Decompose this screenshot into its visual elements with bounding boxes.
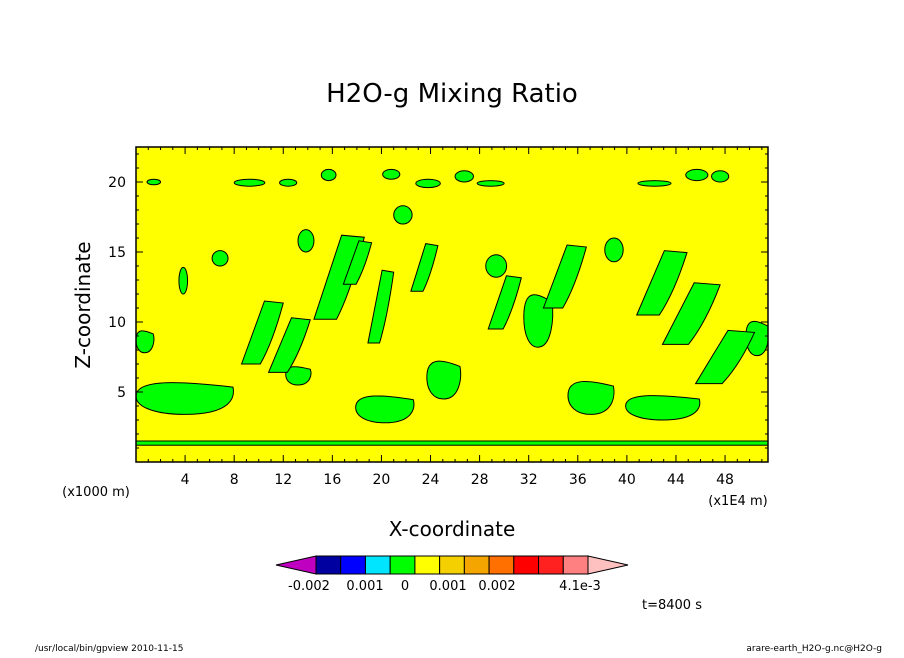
x-tick-label: 24 [422,472,440,488]
feature-blob [685,168,709,182]
x-tick-label: 36 [569,472,587,488]
feature-blob [393,205,413,225]
colorbar-label: -0.002 [288,579,330,594]
x-tick-label: 40 [618,472,636,488]
feature-patch [136,330,155,354]
colorbar-swatch [488,555,515,575]
feature-blob [711,170,730,183]
feature-patch [136,382,234,415]
footer-right: arare-earth_H2O-g.nc@H2O-g [746,644,882,654]
y-tick-label: 15 [108,245,126,261]
feature-blob [320,168,337,182]
x-axis-ticks: 4 8 12 16 20 24 28 32 36 40 44 48 [147,147,763,488]
feature-blob [178,266,189,295]
x-axis-label: X-coordinate [389,517,516,541]
colorbar-max-arrow [587,555,629,575]
feature-blob [485,254,508,278]
colorbar-label: 0.001 [346,579,383,594]
colorbar-min-arrow [275,555,317,575]
feature-blob [476,180,505,187]
feature-streak [635,250,688,316]
feature-streak [542,244,588,309]
feature-blob [211,250,229,267]
bottom-band [136,440,768,446]
time-label: t=8400 s [642,598,702,613]
x-tick-label: 20 [373,472,391,488]
feature-patch [567,380,615,415]
colorbar-swatch [364,555,391,575]
x-tick-label: 12 [274,472,292,488]
y-axis-unit: (x1000 m) [62,485,130,500]
colorbar-swatch [414,555,441,575]
colorbar [275,555,629,575]
feature-patch [426,360,462,400]
colorbar-label: 0.001 [429,579,466,594]
footer-left: /usr/local/bin/gpview 2010-11-15 [35,644,183,654]
feature-patch [355,395,415,424]
feature-patch [285,366,312,386]
feature-streak [487,275,522,330]
feature-blob [415,178,441,189]
feature-blob [279,178,298,187]
feature-blob [454,170,474,183]
chart-title: H2O-g Mixing Ratio [326,79,578,109]
feature-blob [233,178,266,187]
colorbar-swatch [340,555,366,575]
x-tick-label: 32 [520,472,538,488]
feature-streak [313,234,365,320]
colorbar-swatch [439,555,465,575]
y-axis-label: Z-coordinate [71,241,95,368]
feature-blob [604,237,624,263]
x-tick-label: 4 [181,472,190,488]
feature-streak [267,317,311,373]
colorbar-labels: -0.002 0.001 0 0.001 0.002 4.1e-3 [288,579,601,594]
feature-patch [625,395,701,421]
y-axis-ticks: 5 10 15 20 [108,153,768,449]
feature-blob [297,229,315,253]
feature-streak [694,329,756,385]
feature-blob [637,180,672,187]
feature-streak [367,269,395,344]
y-tick-label: 20 [108,175,126,191]
feature-streak [240,300,284,365]
bottom-band-fill [136,440,768,446]
colorbar-swatch [562,555,589,575]
x-tick-label: 8 [230,472,239,488]
x-axis-unit: (x1E4 m) [708,494,767,509]
colorbar-swatch [389,555,416,575]
colorbar-swatch [463,555,490,575]
plot-frame [135,146,769,463]
x-tick-label: 44 [667,472,685,488]
colorbar-swatch [315,555,342,575]
feature-blob [146,178,162,186]
feature-streak [410,243,439,292]
y-tick-label: 5 [117,385,126,401]
colorbar-label: 0 [401,579,409,594]
colorbar-label: 4.1e-3 [559,579,601,594]
x-tick-label: 48 [716,472,734,488]
feature-blob [382,168,401,180]
y-tick-label: 10 [108,315,126,331]
moisture-features [136,168,768,424]
colorbar-swatch [538,555,564,575]
colorbar-label: 0.002 [478,579,515,594]
x-tick-label: 28 [471,472,489,488]
feature-streak [342,240,373,285]
colorbar-swatch [513,555,540,575]
x-tick-label: 16 [323,472,341,488]
feature-streak [661,282,721,345]
